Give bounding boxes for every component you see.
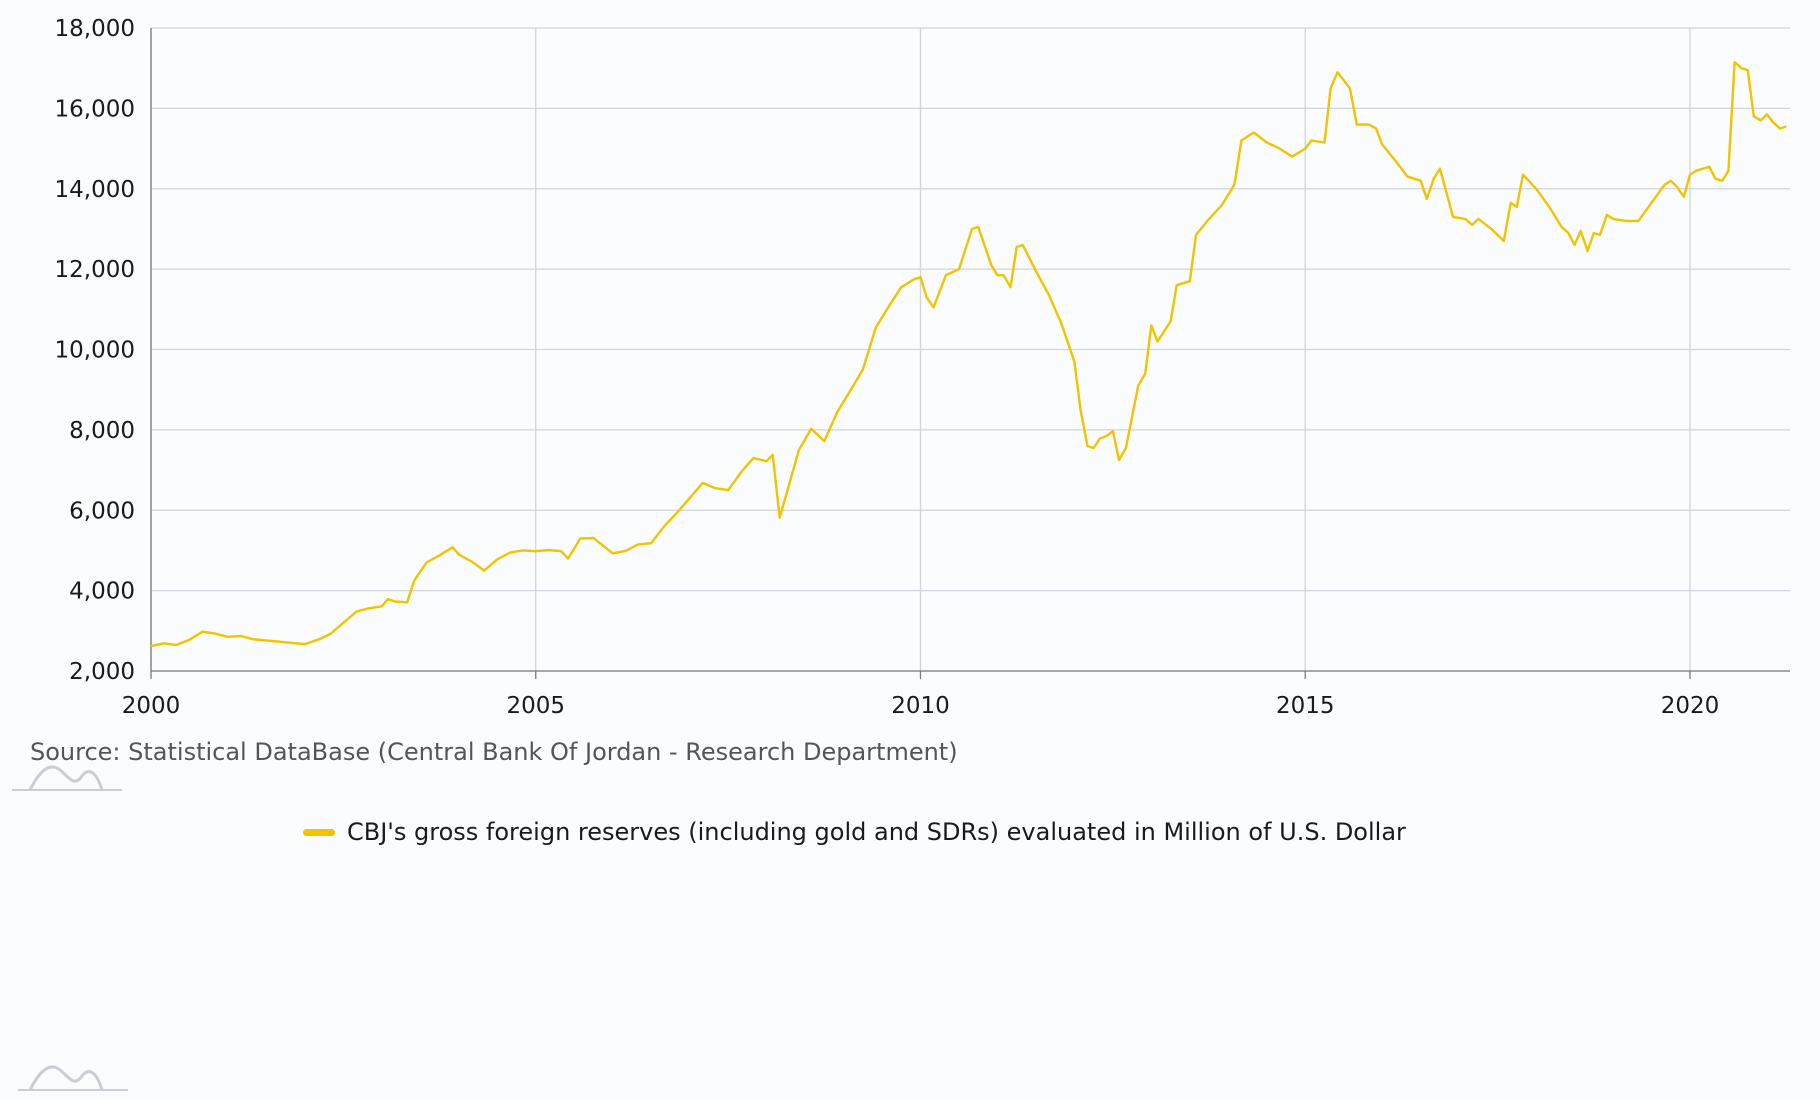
x-tick-label: 2020 — [1661, 693, 1720, 719]
source-note: Source: Statistical DataBase (Central Ba… — [30, 738, 958, 766]
x-axis-tick-labels: 2000 2005 2010 2015 2020 — [122, 693, 1720, 719]
legend[interactable]: CBJ's gross foreign reserves (including … — [303, 818, 1406, 846]
wave-logo-icon — [18, 1060, 128, 1096]
x-tick-label: 2010 — [891, 693, 950, 719]
series-layer — [150, 61, 1787, 648]
wave-logo-icon — [12, 760, 122, 796]
legend-label: CBJ's gross foreign reserves (including … — [347, 818, 1406, 846]
line-chart: 2,000 4,000 6,000 8,000 10,000 12,000 14,000 16… — [55, 16, 1790, 719]
x-tick-label: 2005 — [506, 693, 565, 719]
gridlines — [150, 27, 1790, 679]
y-tick-label: 18,000 — [55, 16, 135, 42]
legend-swatch — [303, 828, 335, 836]
x-tick-label: 2000 — [122, 693, 181, 719]
y-tick-label: 16,000 — [55, 96, 135, 122]
y-tick-label: 2,000 — [69, 659, 135, 685]
y-tick-label: 12,000 — [55, 257, 135, 283]
y-tick-label: 14,000 — [55, 177, 135, 203]
y-tick-label: 10,000 — [55, 338, 135, 364]
series-line[interactable] — [150, 61, 1787, 648]
y-tick-label: 8,000 — [69, 418, 135, 444]
y-tick-label: 6,000 — [69, 498, 135, 524]
x-tick-label: 2015 — [1276, 693, 1335, 719]
y-axis-tick-labels: 2,000 4,000 6,000 8,000 10,000 12,000 14,000 16… — [55, 16, 135, 685]
y-tick-label: 4,000 — [69, 579, 135, 605]
